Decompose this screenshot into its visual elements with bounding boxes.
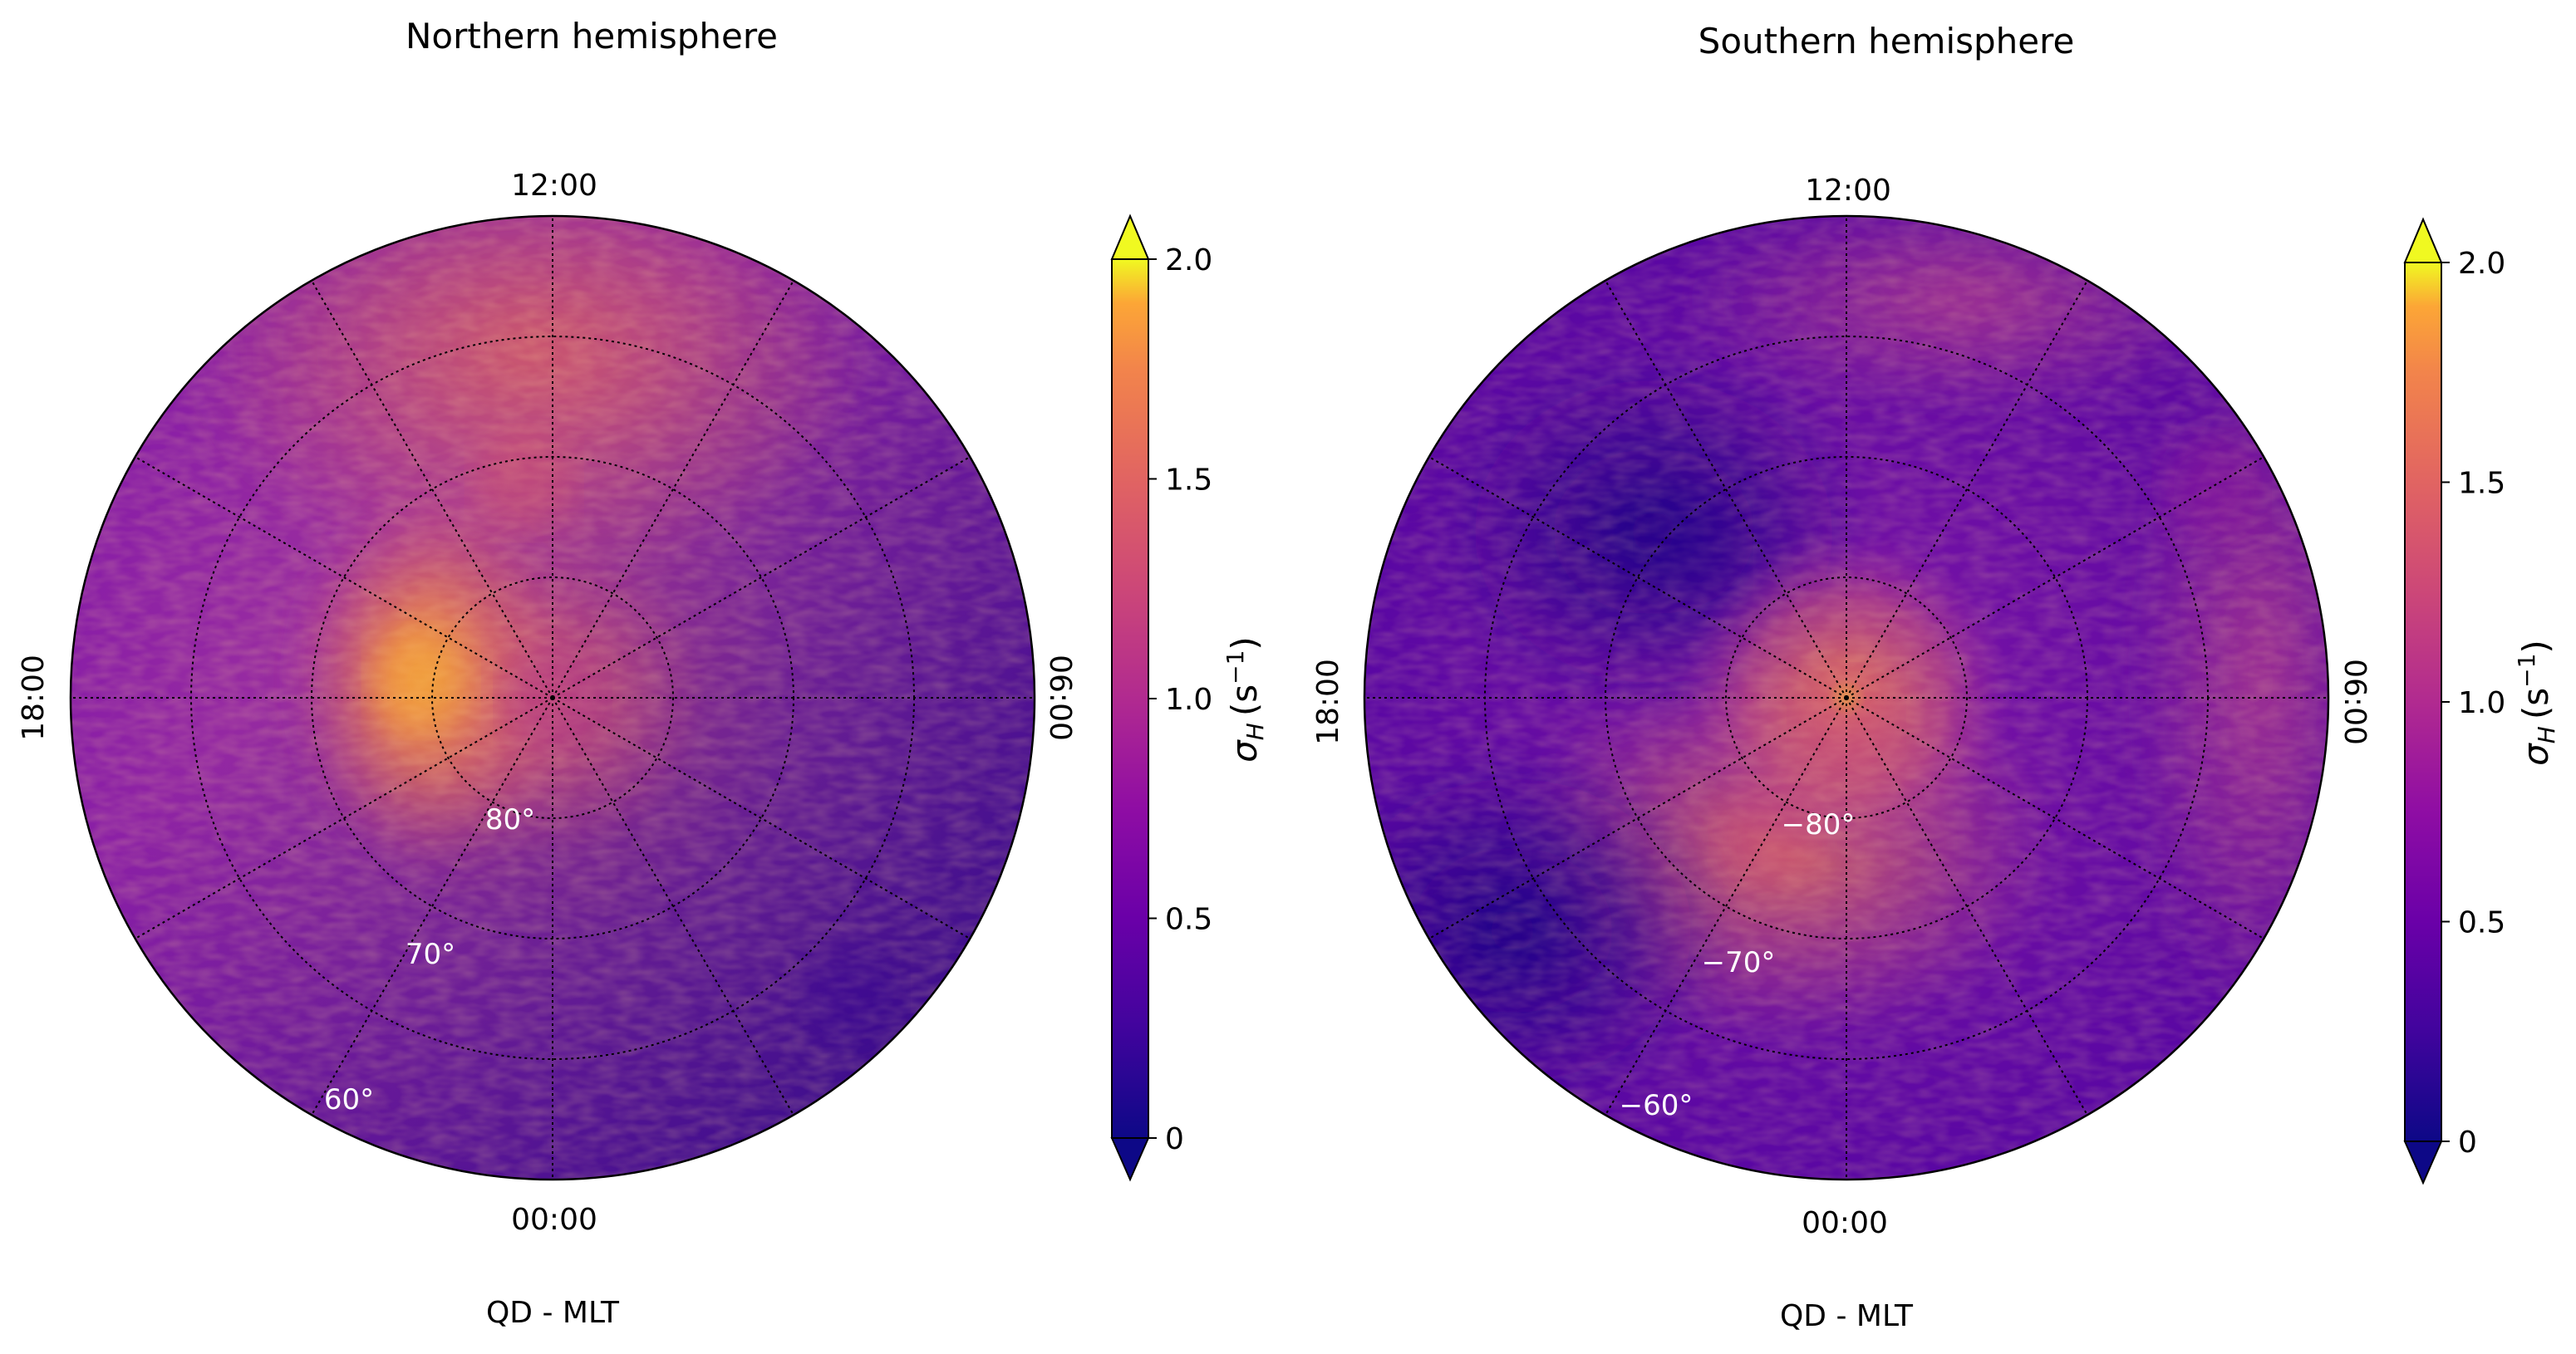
north-colorbar-extend-max [1110,213,1150,260]
south-mlt-line [1846,280,2088,699]
north-mlt-line [135,697,553,939]
south-title: Southern hemisphere [1698,21,2075,61]
south-mlt-line [1846,697,2264,939]
north-outline [69,214,1036,1181]
north-colorbar-tick-label: 1.0 [1165,683,1212,717]
north-mlt-line [552,697,971,939]
north-mlt-line [311,697,553,1116]
north-mlt-line [552,697,794,1116]
north-mlt-left: 18:00 [17,655,51,741]
south-colorbar: 0 0.5 1.0 1.5 2.0 σH(s−1) [2403,217,2560,1185]
north-colorbar-ticks: 0 0.5 1.0 1.5 2.0 [1148,243,1212,1156]
north-grid [71,216,1035,1180]
north-panel: Northern hemisphere 80° 70° 60° 12:00 00… [17,16,1269,1330]
north-colorbar-tick-label: 0 [1165,1122,1184,1156]
south-grid [1364,216,2328,1180]
south-mlt-bottom: 00:00 [1802,1206,1888,1240]
north-colorbar-tick-label: 0.5 [1165,903,1212,937]
south-xlabel: QD - MLT [1780,1299,1914,1333]
south-outline [1363,214,2330,1181]
north-feature-mark [371,630,471,731]
north-lat-circle [431,576,674,819]
south-mlt-right: 06:00 [2338,659,2372,745]
north-title: Northern hemisphere [406,16,778,56]
north-feature-mark [474,433,574,533]
north-mlt-line [135,456,553,699]
south-colorbar-tick-label: 0 [2458,1126,2477,1160]
south-colorbar-tick-label: 0.5 [2458,906,2505,940]
north-xlabel: QD - MLT [486,1296,620,1330]
south-feature-mark [2161,437,2262,537]
north-colorbar-tick-label: 1.5 [1165,464,1212,498]
south-mlt-left: 18:00 [1311,659,1345,745]
south-heatmap [1364,216,2328,1180]
south-mlt-line [1846,697,2088,1116]
south-mlt-line [1428,456,1847,699]
south-colorbar-ticks: 0 0.5 1.0 1.5 2.0 [2441,247,2505,1160]
south-colorbar-extend-max [2403,217,2443,263]
south-colorbar-tick-label: 2.0 [2458,247,2505,281]
south-feature-mark [1718,783,1818,884]
south-mlt-line [1605,280,1847,699]
south-lat-label-70: −70° [1702,946,1776,979]
south-colorbar-bar [2404,262,2442,1142]
south-mlt-line [1605,697,1847,1116]
north-mlt-top: 12:00 [511,169,597,203]
north-lat-label-70: 70° [406,938,455,971]
south-colorbar-tick-label: 1.0 [2458,686,2505,720]
north-mlt-line [552,280,794,699]
north-lat-label-80: 80° [485,803,535,836]
south-colorbar-label: σH(s−1) [2513,640,2560,766]
south-lat-label-60: −60° [1620,1089,1694,1122]
south-mlt-line [1428,697,1847,939]
north-colorbar-label: σH(s−1) [1222,636,1269,763]
north-colorbar: 0 0.5 1.0 1.5 2.0 σH(s−1) [1110,213,1269,1182]
south-feature-mark [1643,494,1743,595]
north-mlt-line [311,280,553,699]
south-feature-marks [1643,437,2262,884]
south-mlt-top: 12:00 [1805,174,1891,208]
north-feature-mark [800,945,901,1046]
north-colorbar-tick-label: 2.0 [1165,243,1212,277]
south-colorbar-tick-label: 1.5 [2458,467,2505,501]
south-lat-label-80: −80° [1782,808,1856,841]
north-colorbar-extend-min [1110,1137,1150,1182]
south-mlt-line [1846,456,2264,699]
north-mlt-right: 06:00 [1043,655,1077,741]
north-mlt-bottom: 00:00 [511,1203,597,1237]
north-colorbar-bar [1111,258,1149,1139]
north-mlt-line [552,456,971,699]
north-lat-label-60: 60° [324,1083,374,1116]
south-panel: Southern hemisphere −80° −70° −60° 12:00… [1311,21,2560,1333]
south-colorbar-extend-min [2403,1141,2443,1185]
south-lat-circle [1725,576,1968,819]
